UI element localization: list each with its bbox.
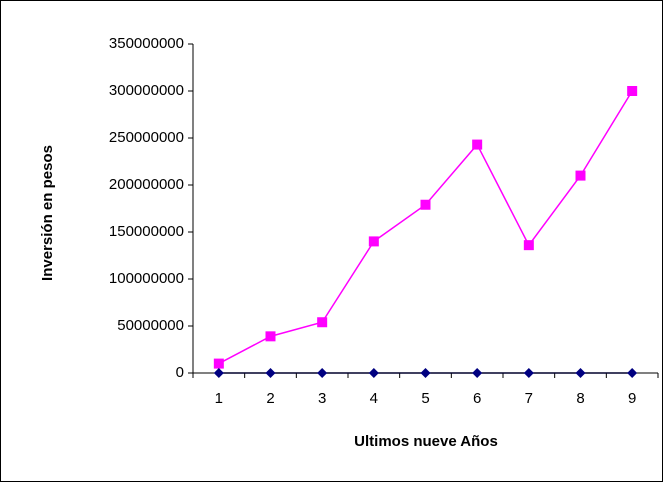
x-tick-label: 3 <box>318 390 326 407</box>
y-tick-label: 200000000 <box>109 176 184 193</box>
marker <box>575 368 586 378</box>
marker <box>575 170 586 181</box>
marker <box>523 368 534 378</box>
marker <box>627 368 638 378</box>
marker <box>472 139 483 150</box>
y-tick-label: 100000000 <box>109 270 184 287</box>
marker <box>420 368 431 378</box>
y-tick-label: 150000000 <box>109 223 184 240</box>
x-axis-title: Ultimos nueve Años <box>354 433 498 450</box>
y-axis-title: Inversión en pesos <box>39 145 56 281</box>
marker <box>627 86 638 96</box>
marker <box>523 240 534 251</box>
x-tick-label: 7 <box>525 390 533 407</box>
marker <box>368 236 379 247</box>
y-tick-label: 250000000 <box>109 129 184 146</box>
marker <box>265 368 276 378</box>
y-tick-label: 350000000 <box>109 35 184 52</box>
marker <box>213 358 224 369</box>
marker <box>368 368 379 378</box>
marker <box>265 331 276 342</box>
y-tick-label: 0 <box>176 364 184 381</box>
x-tick-label: 8 <box>576 390 584 407</box>
marker <box>472 368 483 378</box>
marker <box>213 368 224 378</box>
x-tick-label: 4 <box>370 390 378 407</box>
marker <box>420 199 431 210</box>
x-tick-label: 2 <box>266 390 274 407</box>
x-tick-label: 9 <box>628 390 636 407</box>
x-tick-label: 5 <box>421 390 429 407</box>
marker <box>317 317 328 328</box>
x-tick-label: 1 <box>215 390 223 407</box>
marker <box>317 368 328 378</box>
x-tick-label: 6 <box>473 390 481 407</box>
y-tick-label: 50000000 <box>117 317 184 334</box>
y-tick-label: 300000000 <box>109 82 184 99</box>
